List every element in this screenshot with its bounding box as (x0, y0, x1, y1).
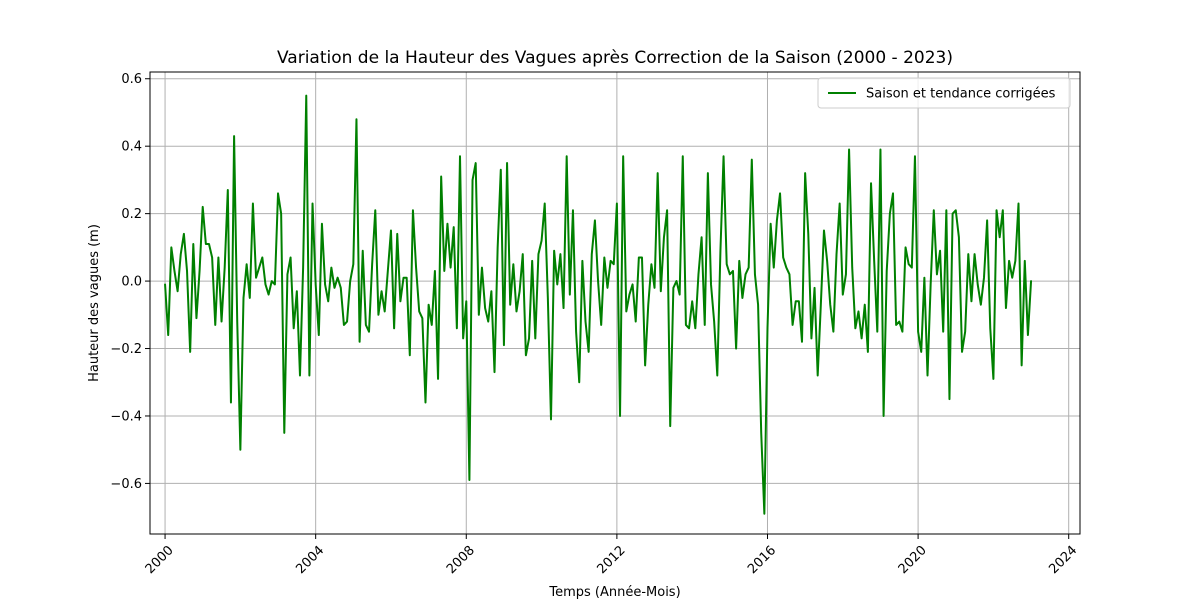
legend-label: Saison et tendance corrigées (866, 87, 1056, 102)
y-tick-label: 0.4 (121, 140, 142, 155)
legend: Saison et tendance corrigées (817, 77, 1071, 109)
legend-box (817, 77, 1071, 109)
y-tick-label: −0.6 (110, 477, 142, 492)
chart-title: Variation de la Hauteur des Vagues après… (277, 48, 953, 68)
x-axis-title: Temps (Année-Mois) (548, 585, 680, 600)
y-axis-title: Hauteur des vagues (m) (87, 224, 102, 382)
y-tick-label: 0.6 (121, 72, 142, 87)
plot-area-frame (149, 71, 1081, 535)
y-tick-label: −0.4 (110, 409, 142, 424)
y-tick-label: −0.2 (110, 342, 142, 357)
series-line-0 (164, 94, 1033, 515)
y-tick-label: 0.0 (121, 275, 142, 290)
y-tick-label: 0.2 (121, 207, 142, 222)
series-layer (164, 94, 1033, 515)
